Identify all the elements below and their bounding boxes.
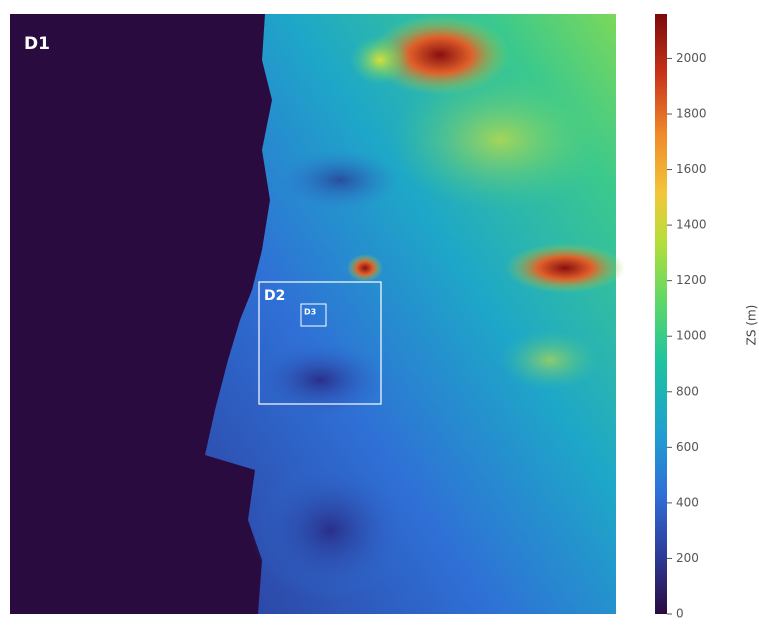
colorbar-label: ZS (m) (745, 305, 759, 346)
label-d1: D1 (24, 34, 50, 54)
colorbar-tick-label: 1200 (676, 273, 707, 287)
label-d2: D2 (264, 288, 285, 304)
colorbar-tick-label: 200 (676, 551, 699, 565)
colorbar-tick-label: 800 (676, 384, 699, 398)
page: D1 D2 D3 ZS (m) 0 200 400 600 800 1000 1200 140… (0, 0, 759, 621)
colorbar-tick-label: 2000 (676, 51, 707, 65)
colorbar-tick-label: 1800 (676, 107, 707, 121)
colorbar-tick-label: 400 (676, 495, 699, 509)
colorbar-tick-label: 0 (676, 607, 684, 621)
colorbar-tick-label: 1000 (676, 329, 707, 343)
colorbar-tick-label: 600 (676, 440, 699, 454)
label-d3: D3 (304, 308, 316, 317)
colorbar-tick-label: 1400 (676, 218, 707, 232)
terrain (10, 14, 625, 614)
colorbar (655, 14, 667, 614)
colorbar-tick-label: 1600 (676, 162, 707, 176)
